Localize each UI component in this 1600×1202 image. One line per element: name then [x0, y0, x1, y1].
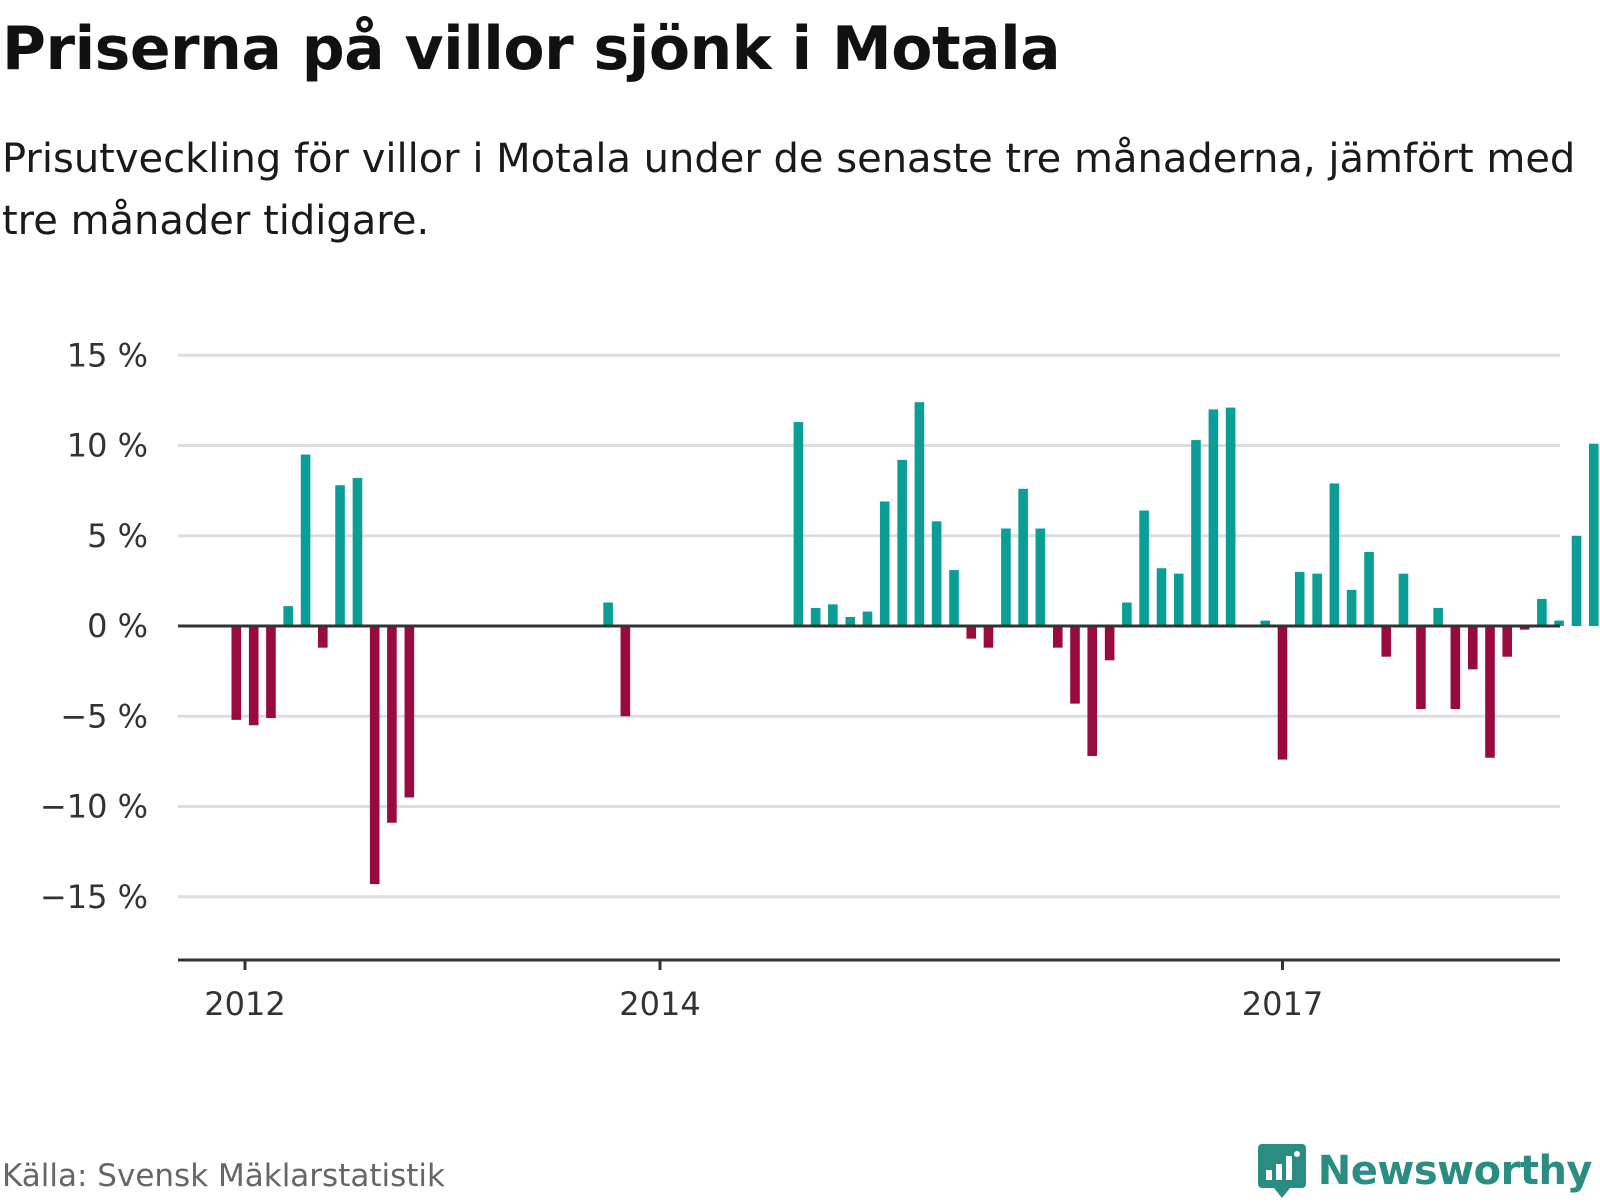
bar-positive — [897, 459, 907, 626]
bar-positive — [335, 485, 345, 626]
bar-positive — [1346, 589, 1357, 626]
bar-negative — [1104, 626, 1115, 661]
axes — [178, 624, 1560, 962]
bar-negative — [1087, 626, 1098, 756]
bar-negative — [248, 626, 259, 726]
bar-negative — [1502, 626, 1513, 657]
bar-positive — [300, 454, 311, 626]
bar-positive — [879, 501, 890, 626]
y-tick-label: 0 % — [87, 607, 148, 645]
bar-negative — [1450, 626, 1461, 710]
bar-chart-icon — [1257, 1144, 1306, 1198]
bar-negative — [983, 626, 994, 648]
bar-positive — [1018, 488, 1028, 626]
y-tick-label: 10 % — [67, 427, 148, 465]
y-axis-labels: 15 % 10 % 5 % 0 % −5 % −10 % −15 % — [40, 336, 148, 916]
bar-negative — [1052, 626, 1063, 648]
bar-negative — [620, 626, 631, 717]
bar-positive — [1433, 607, 1443, 626]
bar-positive — [1571, 535, 1582, 626]
bar-positive — [1294, 571, 1305, 626]
bar-negative — [387, 626, 397, 823]
bar-negative — [318, 626, 328, 648]
bar-positive — [352, 477, 363, 626]
brand-logo: Newsworthy — [1256, 1140, 1593, 1202]
bar-positive — [1208, 409, 1219, 626]
bar-negative — [1416, 626, 1426, 710]
bar-positive — [1588, 443, 1599, 626]
bar-positive — [1122, 602, 1132, 626]
x-tick-label: 2014 — [619, 985, 700, 1020]
bar-negative — [231, 626, 242, 720]
bar-positive — [1156, 568, 1167, 626]
bar-negative — [1277, 626, 1288, 760]
y-tick-label: −5 % — [60, 697, 148, 735]
bar-positive — [603, 602, 613, 626]
bar-positive — [1312, 573, 1322, 626]
chart-title: Priserna på villor sjönk i Motala — [2, 14, 1061, 84]
bar-positive — [1225, 407, 1236, 626]
bar-positive — [1035, 528, 1046, 626]
bar-negative — [369, 626, 380, 885]
bar-positive — [862, 611, 873, 626]
bar-positive — [1139, 510, 1149, 626]
bar-positive — [931, 521, 942, 626]
x-axis-labels: 201220142017201920222024 — [204, 960, 1323, 1020]
brand-name: Newsworthy — [1317, 1148, 1593, 1194]
bar-negative — [266, 626, 276, 719]
bar-negative — [1467, 626, 1478, 670]
bar-positive — [949, 570, 959, 626]
x-tick-label: 2012 — [204, 985, 285, 1020]
bar-positive — [1260, 620, 1271, 626]
y-tick-label: 5 % — [87, 517, 148, 555]
bar-negative — [1381, 626, 1392, 657]
chart-subtitle: Prisutveckling för villor i Motala under… — [2, 136, 1576, 244]
bar-positive — [1001, 528, 1011, 626]
bars — [231, 402, 1599, 885]
bar-negative — [1070, 626, 1080, 704]
bar-positive — [828, 604, 838, 626]
bar-positive — [1173, 573, 1184, 626]
bar-positive — [283, 606, 293, 626]
bar-positive — [845, 616, 856, 626]
bar-positive — [1191, 440, 1201, 626]
bar-negative — [404, 626, 415, 798]
bar-positive — [1554, 620, 1564, 626]
y-tick-label: −15 % — [40, 878, 148, 916]
bar-positive — [1398, 573, 1409, 626]
bar-negative — [1485, 626, 1495, 758]
bar-positive — [1537, 598, 1547, 626]
bar-chart: 15 % 10 % 5 % 0 % −5 % −10 % −15 % 2012 2014 201… — [40, 336, 1599, 1020]
source-note: Källa: Svensk Mäklarstatistik — [2, 1158, 445, 1194]
bar-positive — [810, 607, 821, 626]
bar-positive — [1329, 483, 1340, 626]
bar-positive — [793, 422, 804, 626]
y-tick-label: −10 % — [40, 788, 148, 826]
bar-positive — [914, 402, 925, 626]
bar-positive — [1364, 552, 1374, 626]
y-tick-label: 15 % — [67, 336, 148, 374]
x-tick-label: 2017 — [1242, 985, 1323, 1020]
bar-negative — [966, 626, 977, 639]
bar-negative — [1519, 626, 1530, 630]
